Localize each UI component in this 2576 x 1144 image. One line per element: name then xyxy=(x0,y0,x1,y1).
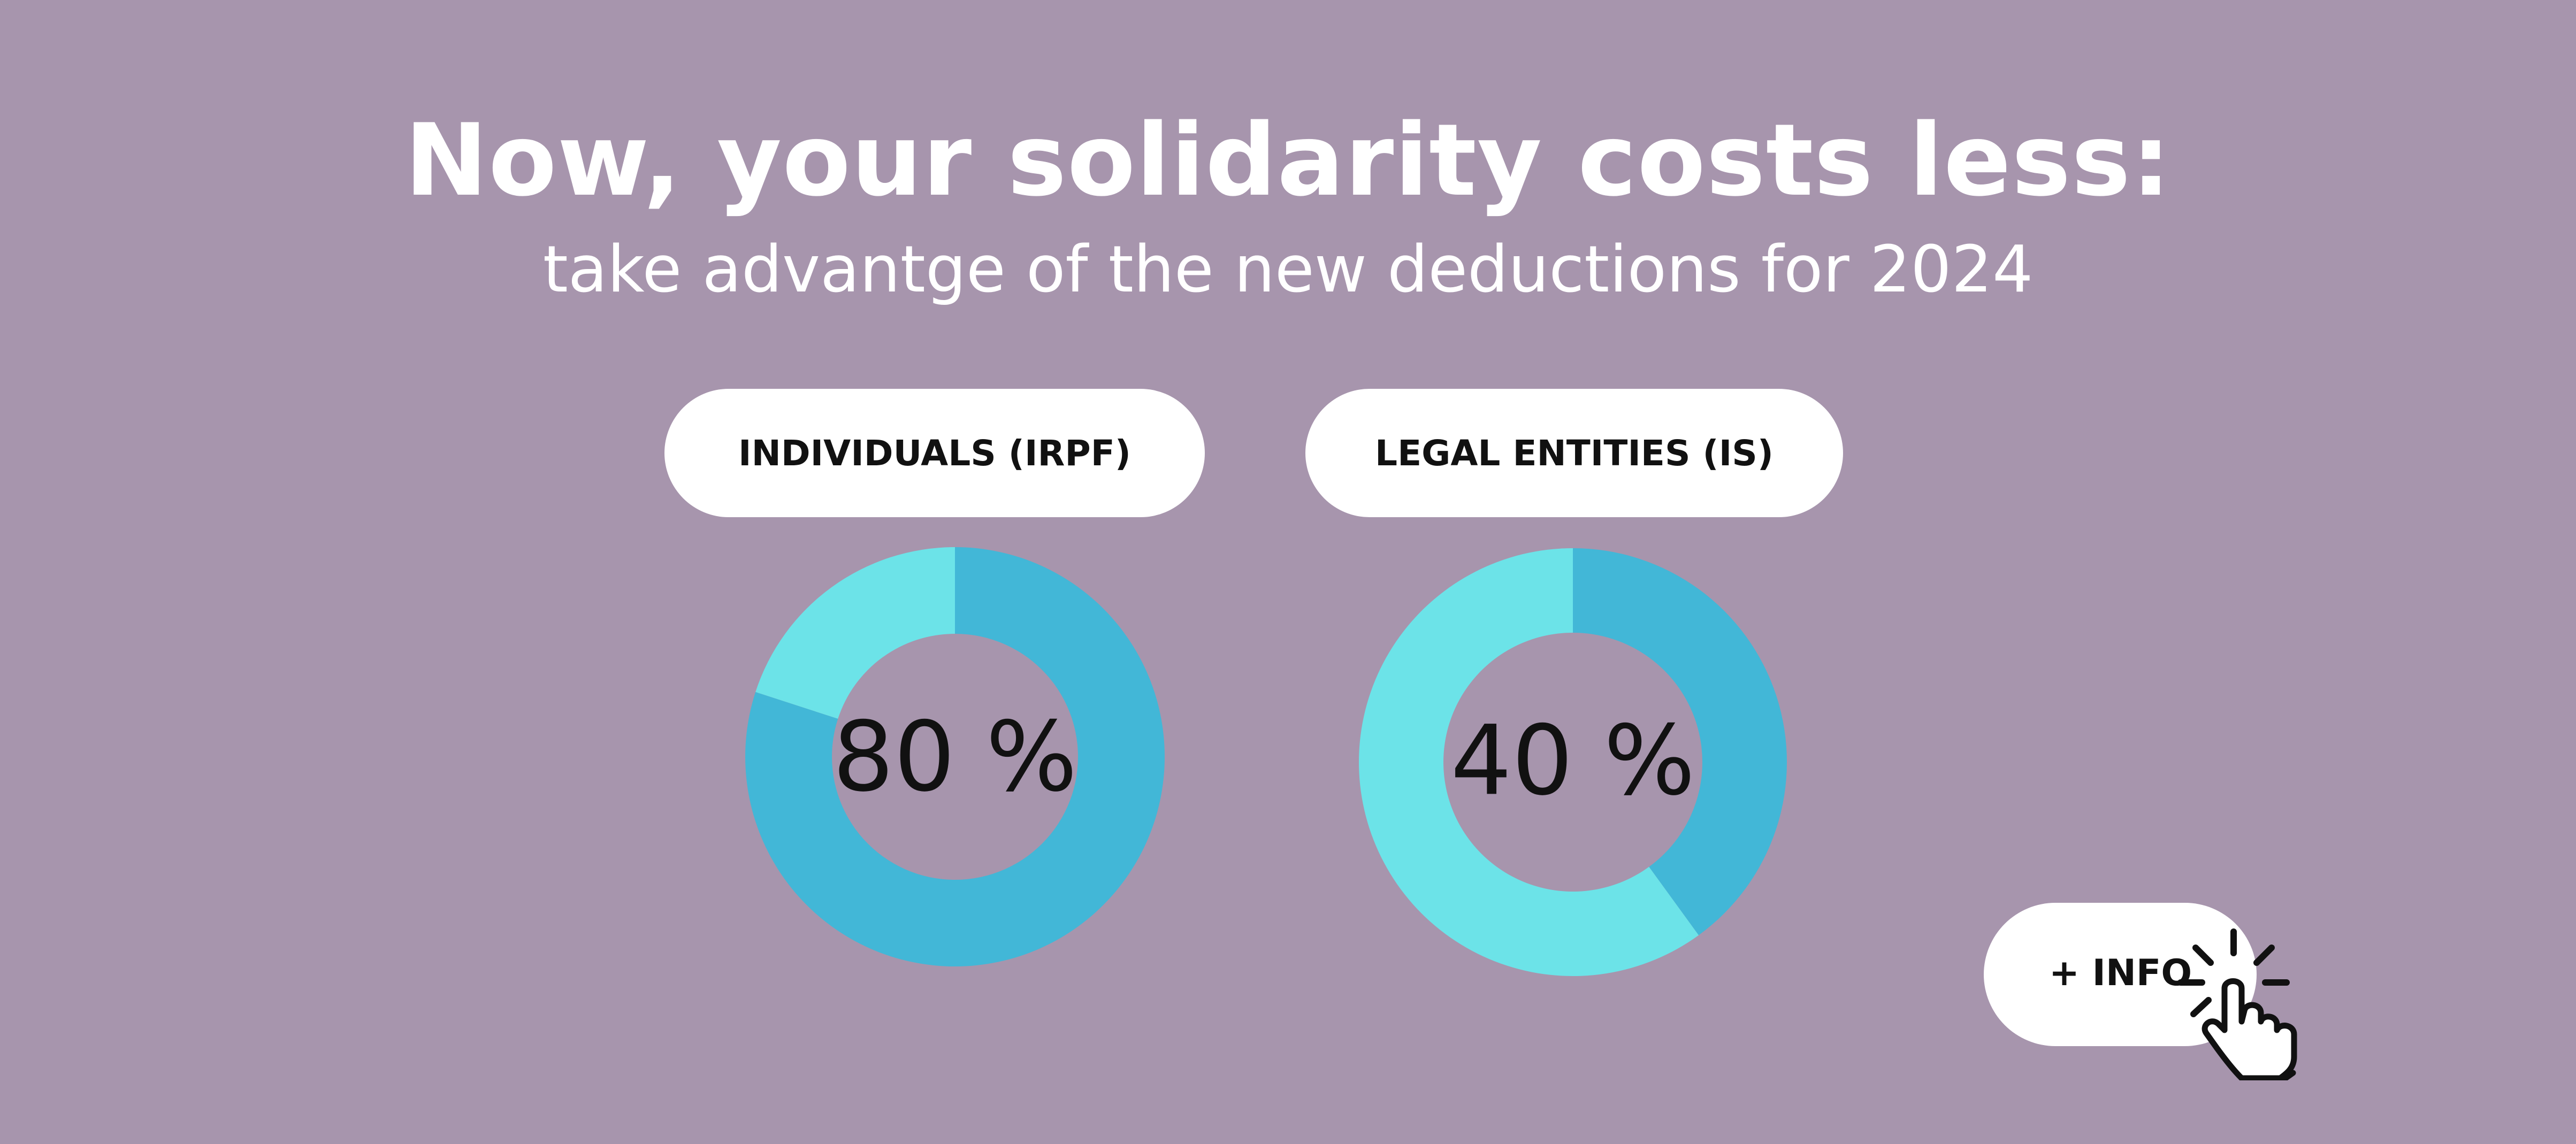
page-title: Now, your solidarity costs less: xyxy=(404,102,2172,218)
legal-entities-center-label: 40 % xyxy=(1450,705,1695,817)
individuals-donut-chart xyxy=(745,547,1165,967)
click-rays-icon xyxy=(2177,928,2290,1017)
individuals-slice-0 xyxy=(745,547,1165,967)
legal-entities-slice-0 xyxy=(1573,548,1787,935)
legal-entities-donut-chart xyxy=(1358,548,1787,976)
pointer-hand-click-icon xyxy=(2177,928,2297,1080)
individuals-center-label: 80 % xyxy=(832,701,1077,813)
individuals-chart-title: INDIVIDUALS (IRPF) xyxy=(738,432,1131,474)
individuals-slice-1 xyxy=(755,547,955,719)
legal-entities-pill: LEGAL ENTITIES (IS) xyxy=(1305,389,1843,517)
info-button-label[interactable]: + INFO xyxy=(2049,952,2192,994)
individuals-pill: INDIVIDUALS (IRPF) xyxy=(664,389,1205,517)
page-subtitle: take advantge of the new deductions for … xyxy=(542,233,2034,307)
legal-entities-slice-1 xyxy=(1358,548,1699,976)
legal-entities-chart-title: LEGAL ENTITIES (IS) xyxy=(1375,432,1774,474)
